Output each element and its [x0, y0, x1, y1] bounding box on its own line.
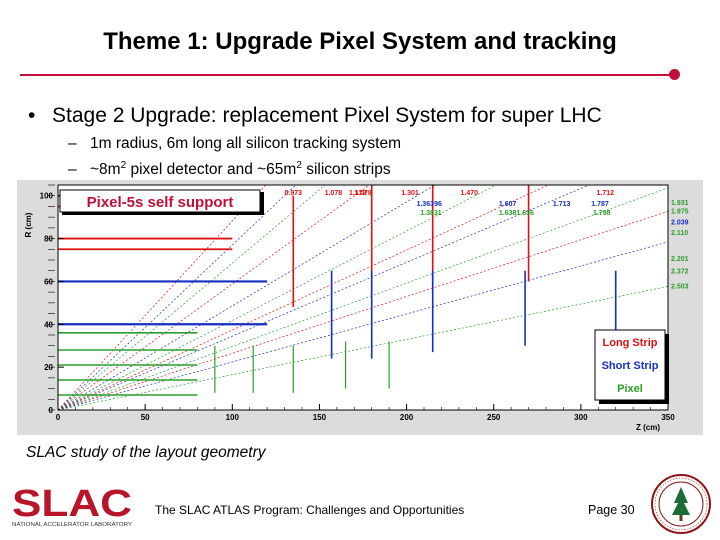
main-bullet-text: Stage 2 Upgrade: replacement Pixel Syste…: [52, 104, 602, 127]
x-tick-label: 50: [141, 413, 150, 422]
eta-label-right: 1.975: [671, 209, 689, 216]
eta-label-right: 1.931: [671, 200, 689, 207]
slide-title: Theme 1: Upgrade Pixel System and tracki…: [103, 28, 617, 55]
eta-label-short-strip: 1.36396: [417, 201, 442, 208]
y-tick-label: 0: [49, 406, 54, 415]
x-tick-label: 350: [661, 413, 675, 422]
eta-projection-line: [57, 187, 669, 411]
eta-label-short-strip: 1.787: [591, 201, 609, 208]
eta-label-pixel: 1.3831: [420, 210, 442, 217]
eta-label-right: 2.201: [671, 256, 689, 263]
plot-title: Pixel-5s self support: [87, 194, 234, 211]
plot-title-shadow-bottom: [62, 212, 264, 215]
plot-caption: SLAC study of the layout geometry: [26, 444, 266, 461]
slac-logo-subtext: NATIONAL ACCELERATOR LABORATORY: [12, 522, 133, 528]
legend-box: [594, 329, 666, 401]
stanford-seal-icon: [651, 474, 711, 534]
y-axis-label: R (cm): [24, 212, 33, 237]
eta-label-long-strip: 1.301: [401, 190, 419, 197]
x-tick-label: 100: [226, 413, 240, 422]
y-tick-label: 40: [44, 320, 53, 329]
x-axis-label: Z (cm): [636, 423, 660, 432]
sub-bullet-2: – ~8m2 pixel detector and ~65m2 silicon s…: [68, 160, 391, 179]
eta-label-long-strip: 1.172: [349, 190, 367, 197]
dash-icon: –: [68, 135, 77, 152]
eta-label-long-strip: 1.078: [325, 190, 343, 197]
eta-label-short-strip: 1.607: [499, 201, 517, 208]
y-tick-label: 60: [44, 277, 53, 286]
layout-plot-svg: 0 50 100 150 200 250 300 350 0 20 40 60 80 100 Z (cm) R…: [17, 180, 703, 435]
legend-entry: Pixel: [617, 383, 643, 395]
eta-label-pixel: 1.798: [593, 210, 611, 217]
x-tick-label: 150: [313, 413, 327, 422]
sub-bullet-1: –1m radius, 6m long all silicon tracking…: [68, 135, 401, 153]
plot-area: [58, 185, 668, 410]
eta-label-long-strip: 1.470: [461, 190, 479, 197]
eta-label-long-strip: 0.973: [285, 190, 303, 197]
main-bullet: • Stage 2 Upgrade: replacement Pixel Syst…: [28, 104, 602, 128]
sub-bullet-2-sup2: 2: [296, 160, 302, 171]
sub-bullet-2-text-a: ~8m: [90, 161, 121, 179]
eta-label-right: 2.110: [671, 230, 688, 237]
sub-bullet-2-sup: 2: [120, 160, 127, 171]
eta-projection-line: [57, 184, 297, 411]
eta-projection-line: [57, 241, 669, 411]
legend-entry: Long Strip: [603, 337, 658, 349]
eta-label-long-strip: 1.078: [354, 190, 372, 197]
y-tick-label: 80: [44, 235, 53, 244]
legend-entry: Short Strip: [602, 360, 659, 372]
bullet-dot-icon: •: [28, 104, 36, 127]
x-tick-label: 200: [400, 413, 414, 422]
eta-projection-line: [57, 211, 669, 411]
eta-projection-line: [57, 184, 266, 411]
eta-label-right: 2.372: [671, 269, 689, 276]
page-number: Page 30: [588, 503, 635, 517]
eta-projection-line: [57, 184, 590, 411]
sub-bullet-1-text: 1m radius, 6m long all silicon tracking …: [90, 135, 401, 152]
eta-label-long-strip: 1.712: [596, 190, 614, 197]
y-tick-label: 100: [40, 192, 54, 201]
sub-bullet-2-text-b: pixel detector and ~65m: [126, 161, 297, 179]
y-tick-label: 20: [44, 363, 53, 372]
dash-icon: –: [68, 161, 77, 179]
title-underline-dot: [669, 69, 680, 80]
slac-logo-text: SLAC: [12, 483, 132, 525]
eta-label-right: 2.039: [671, 219, 689, 226]
x-tick-label: 300: [574, 413, 588, 422]
plot-title-shadow: [260, 192, 264, 214]
footer-text: The SLAC ATLAS Program: Challenges and O…: [155, 503, 465, 517]
eta-projection-line: [57, 184, 549, 411]
eta-label-short-strip: 1.713: [553, 201, 571, 208]
layout-plot: 0 50 100 150 200 250 300 350 0 20 40 60 80 100 Z (cm) R…: [17, 180, 703, 435]
x-tick-label: 250: [487, 413, 501, 422]
sub-bullet-2-text-c: silicon strips: [301, 161, 391, 179]
plot-frame: [57, 184, 669, 411]
x-tick-label: 0: [56, 413, 61, 422]
eta-label-right: 2.503: [671, 284, 689, 291]
eta-label-pixel: 1.6381.636: [499, 210, 534, 217]
slac-logo: SLAC NATIONAL ACCELERATOR LABORATORY: [12, 483, 133, 528]
title-underline: [20, 74, 675, 76]
